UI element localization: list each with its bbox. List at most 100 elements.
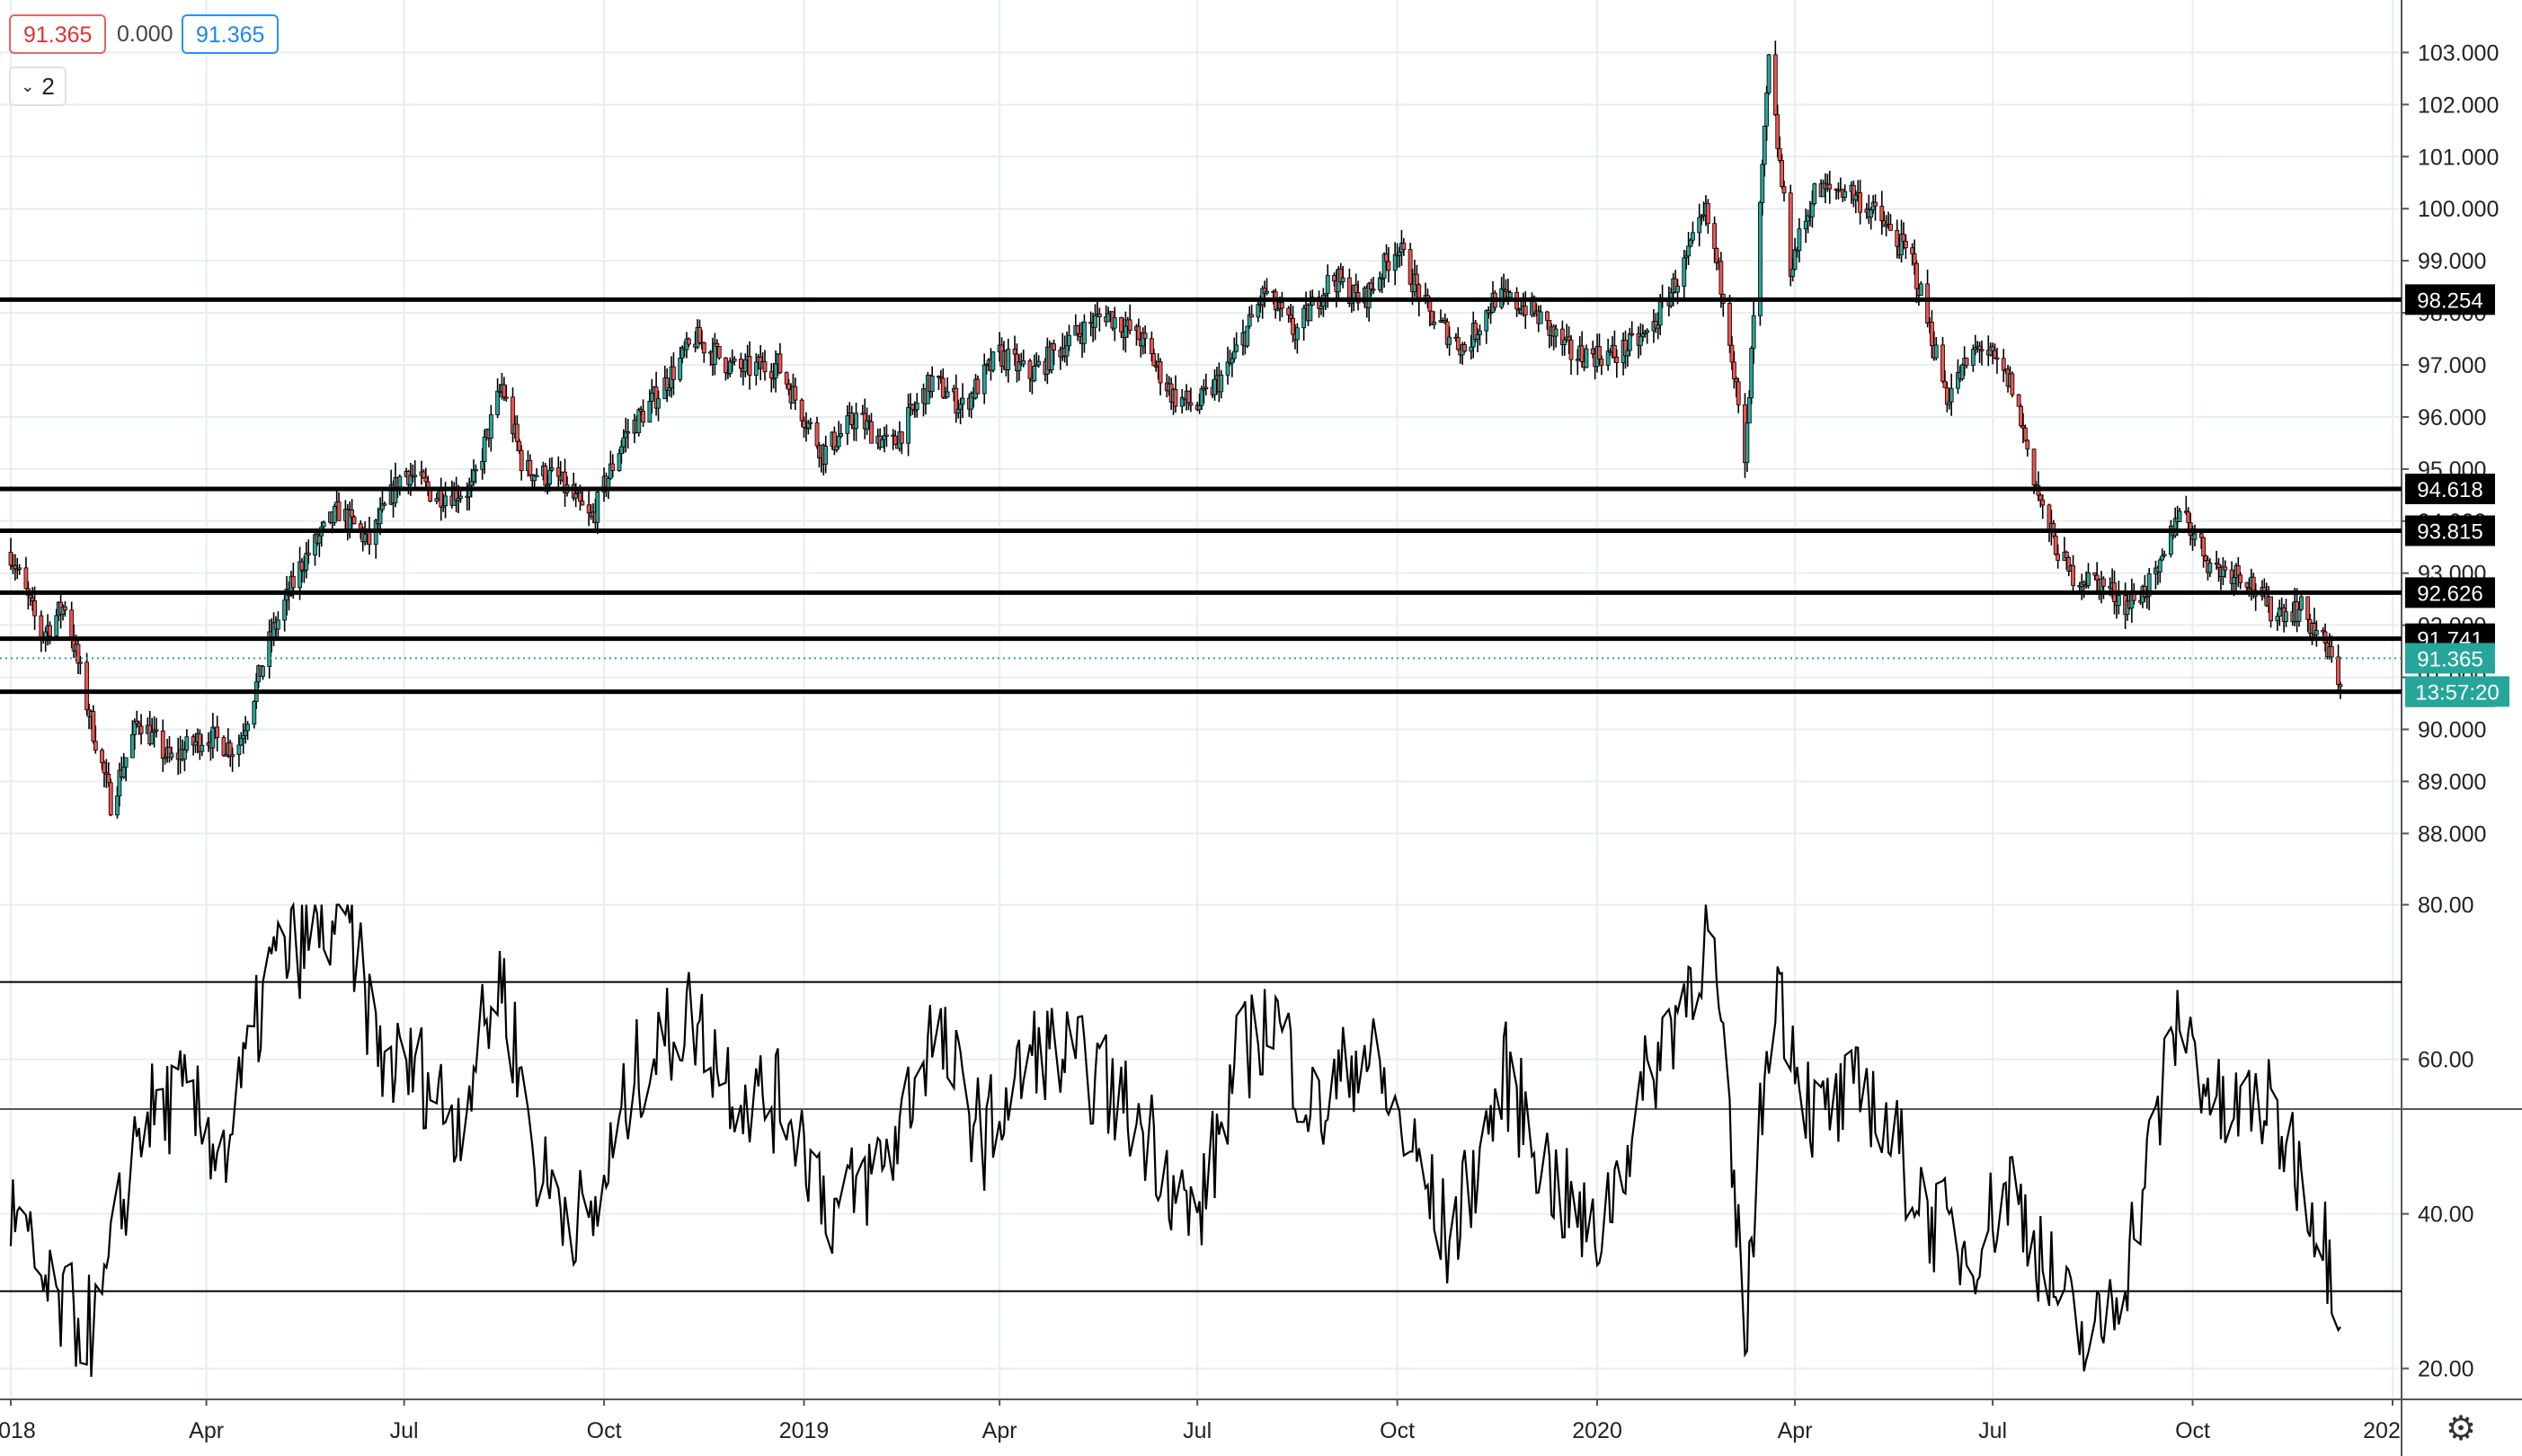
time-axis[interactable]: 2018 Apr Jul Oct 2019 Apr Jul Oct 2020 Apr Jul Oct 2… — [0, 1398, 2401, 1443]
price-bar — [1959, 363, 1965, 381]
horizontal-levels[interactable] — [0, 297, 2402, 695]
price-bar — [555, 456, 561, 491]
price-axis[interactable]: 88.00089.00090.00091.00092.00093.00094.0… — [2402, 40, 2499, 1382]
price-bar — [1432, 311, 1437, 330]
price-bar — [1614, 349, 1620, 378]
price-bar — [1484, 309, 1489, 344]
price-bar — [154, 717, 159, 738]
price-bar — [869, 413, 874, 444]
price-bar — [1247, 306, 1252, 329]
price-bar — [2019, 404, 2023, 429]
price-bar — [332, 503, 337, 527]
price-bar — [13, 554, 18, 581]
price-bar — [1749, 345, 1754, 404]
last-price-badge — [2405, 643, 2495, 674]
price-bar — [636, 407, 642, 437]
price-bar — [1488, 303, 1493, 324]
price-bar — [1970, 344, 1976, 372]
price-tick-label: 99.000 — [2418, 249, 2486, 274]
price-bar — [2153, 560, 2158, 590]
price-bar — [1627, 327, 1632, 357]
price-bar — [511, 387, 515, 443]
price-bar — [23, 556, 29, 590]
price-bar — [439, 477, 444, 521]
price-bar — [1751, 300, 1756, 364]
price-bar — [1142, 325, 1148, 354]
price-bar — [1933, 336, 1939, 360]
price-bar — [834, 446, 839, 453]
price-bar — [91, 705, 96, 744]
legend-toggle-button[interactable]: ⌄ 2 — [9, 67, 67, 106]
price-bar — [167, 735, 172, 763]
price-bar — [238, 732, 244, 747]
price-bar — [2116, 581, 2121, 615]
price-bar — [1545, 310, 1550, 331]
price-bar — [458, 489, 463, 503]
price-bar — [715, 339, 720, 358]
level-label: 98.254 — [2417, 289, 2482, 313]
price-bar — [799, 398, 804, 428]
price-bar — [724, 357, 728, 381]
price-bar — [1256, 299, 1261, 323]
price-bar — [1630, 321, 1635, 337]
gear-icon[interactable]: ⚙ — [2445, 1410, 2477, 1448]
price-bar — [929, 366, 935, 398]
countdown-label: 13:57:20 — [2415, 680, 2499, 705]
price-bar — [215, 715, 220, 752]
price-bar — [1188, 387, 1194, 413]
price-bar — [580, 490, 585, 506]
price-bar — [1691, 221, 1695, 244]
price-bar — [2025, 439, 2030, 457]
price-tick-label: 96.000 — [2418, 405, 2486, 431]
price-bar — [1179, 388, 1185, 414]
legend-price-left: 91.365 — [9, 14, 107, 54]
price-bar — [1141, 327, 1146, 355]
price-bar — [1036, 355, 1042, 368]
price-bar — [1265, 278, 1269, 296]
price-bar — [1788, 184, 1793, 287]
time-tick-label: Apr — [982, 1418, 1017, 1443]
price-bar — [2016, 394, 2021, 407]
price-bar — [482, 430, 487, 475]
price-bar — [1354, 273, 1359, 293]
level-badge — [2405, 577, 2495, 608]
price-bar — [200, 733, 205, 757]
price-bar — [1149, 331, 1154, 362]
price-bar — [1097, 307, 1102, 332]
level-label: 93.815 — [2417, 519, 2482, 544]
price-bar — [1408, 243, 1413, 286]
price-bar — [1775, 104, 1780, 158]
price-bar — [2086, 563, 2091, 589]
price-bar — [1478, 324, 1482, 346]
price-bar — [1228, 350, 1232, 367]
oscillator-tick-label: 20.00 — [2418, 1357, 2474, 1382]
countdown-badge — [2405, 676, 2509, 707]
price-bar — [1112, 306, 1117, 342]
price-bar — [2192, 524, 2198, 546]
price-bar — [2177, 508, 2182, 522]
price-bar — [1979, 340, 1985, 366]
price-bar — [380, 490, 385, 513]
time-tick-label: 2020 — [1572, 1418, 1622, 1443]
price-bar — [836, 421, 841, 449]
price-bar — [230, 747, 235, 772]
price-tick-label: 97.000 — [2418, 353, 2486, 378]
price-bar — [914, 393, 919, 418]
price-bar — [1851, 180, 1856, 208]
level-badge — [2405, 284, 2495, 315]
price-bar — [1760, 159, 1765, 216]
price-bar — [245, 721, 250, 741]
price-bar — [1579, 331, 1585, 368]
price-bar — [84, 653, 90, 715]
price-bar — [697, 319, 702, 343]
price-bar — [1682, 249, 1687, 300]
price-bar — [2172, 507, 2178, 538]
price-bar — [1746, 390, 1752, 424]
price-bar — [1762, 125, 1767, 177]
price-tick-label: 102.000 — [2418, 93, 2499, 118]
price-bar — [39, 610, 44, 653]
price-bar — [1273, 289, 1278, 319]
price-bar — [1173, 375, 1178, 413]
price-bar — [2168, 519, 2173, 558]
